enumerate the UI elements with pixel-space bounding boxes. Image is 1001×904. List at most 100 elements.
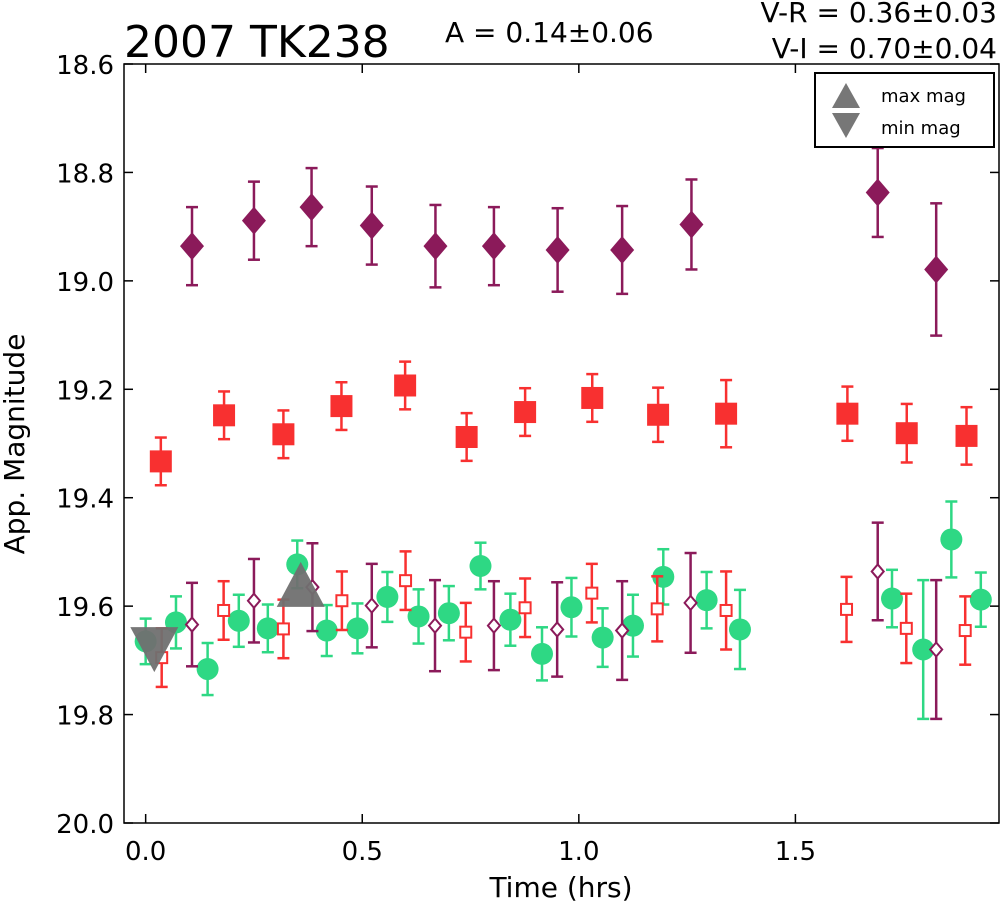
data-point	[241, 206, 266, 235]
data-point	[196, 658, 219, 681]
data-point	[560, 596, 583, 619]
data-point	[346, 617, 369, 640]
data-point	[715, 402, 738, 425]
data-point	[180, 232, 205, 261]
data-point	[881, 587, 904, 610]
data-point	[299, 193, 324, 222]
data-point	[272, 423, 295, 446]
x-tick-label: 1.0	[558, 837, 599, 867]
data-point	[545, 235, 570, 264]
data-point	[683, 594, 698, 612]
data-point	[549, 620, 565, 638]
data-point	[728, 618, 751, 641]
data-point	[958, 624, 972, 638]
data-point	[315, 619, 338, 642]
series-0-diamond-filled	[180, 146, 949, 337]
data-point	[330, 395, 353, 418]
series-1-square-filled	[149, 360, 978, 487]
data-point	[647, 403, 670, 426]
data-point	[531, 642, 554, 665]
y-tick-label: 19.2	[56, 376, 114, 406]
y-tick-label: 18.6	[56, 51, 114, 81]
data-point	[217, 603, 231, 617]
axis-ticks: 0.0 0.5 1.0 1.5 18.6 18.8 19.0 19.2 19.4 19.6 19.8…	[56, 51, 999, 867]
data-point	[184, 616, 200, 634]
data-point	[955, 424, 978, 447]
series-5-triangle-up	[276, 561, 325, 607]
data-point	[899, 621, 913, 635]
data-point	[865, 178, 890, 207]
x-axis-label: Time (hrs)	[488, 871, 632, 904]
data-point	[650, 602, 664, 616]
data-point	[514, 401, 537, 424]
data-point	[213, 404, 236, 427]
data-point	[840, 602, 854, 616]
data-point	[459, 625, 473, 639]
data-point	[969, 588, 992, 611]
data-point	[585, 586, 599, 600]
plot-frame	[123, 63, 1000, 824]
y-tick-label: 19.8	[56, 702, 114, 732]
color-index-vi: V-I = 0.70±0.04	[772, 32, 997, 65]
legend-label-min: min mag	[881, 118, 961, 139]
y-tick-label: 20.0	[56, 810, 114, 840]
amplitude-label: A = 0.14±0.06	[445, 16, 654, 49]
x-tick-label: 0.5	[342, 837, 383, 867]
data-point	[423, 232, 448, 261]
y-tick-label: 19.4	[56, 485, 114, 515]
x-tick-label: 0.0	[125, 837, 166, 867]
data-point	[928, 640, 944, 659]
chart-title: 2007 TK238	[124, 17, 390, 68]
series-3-square-open	[155, 550, 972, 689]
series-2-circle-filled	[134, 500, 992, 721]
data-point	[614, 622, 630, 640]
data-point	[437, 602, 460, 625]
data-point	[427, 617, 443, 635]
data-point	[276, 622, 290, 636]
data-point	[836, 402, 859, 425]
data-point	[499, 608, 522, 631]
data-point	[695, 589, 718, 612]
x-tick-label: 1.5	[775, 837, 816, 867]
data-point	[359, 211, 384, 240]
data-point	[581, 386, 604, 409]
data-point	[227, 609, 250, 632]
data-point	[679, 210, 704, 239]
color-index-vr: V-R = 0.36±0.03	[761, 0, 997, 29]
legend: max mag min mag	[814, 72, 995, 148]
data-point	[486, 617, 502, 635]
data-point	[940, 528, 963, 551]
data-point	[376, 585, 399, 608]
data-point	[870, 562, 886, 580]
data-point	[610, 235, 635, 264]
data-point	[335, 594, 349, 608]
data-point	[407, 605, 430, 628]
data-point	[399, 574, 413, 588]
data-point	[149, 450, 172, 473]
data-point	[455, 425, 478, 448]
y-axis-label: App. Magnitude	[0, 334, 31, 555]
data-marks	[130, 146, 992, 721]
series-4-diamond-open	[184, 521, 944, 721]
legend-triangle-up-icon	[832, 83, 860, 108]
data-point	[246, 592, 262, 610]
series-6-triangle-down	[130, 627, 179, 673]
data-point	[591, 626, 614, 649]
data-point	[130, 627, 179, 673]
data-point	[364, 597, 380, 615]
legend-label-max: max mag	[881, 86, 966, 107]
data-point	[394, 374, 417, 397]
data-point	[256, 617, 279, 640]
y-tick-label: 18.8	[56, 159, 114, 189]
data-point	[276, 561, 325, 607]
data-point	[518, 601, 532, 615]
data-point	[719, 603, 733, 617]
data-point	[481, 232, 506, 261]
y-tick-label: 19.0	[56, 268, 114, 298]
legend-triangle-down-icon	[832, 113, 860, 138]
data-point	[469, 555, 492, 578]
y-tick-label: 19.6	[56, 593, 114, 623]
data-point	[895, 422, 918, 445]
data-point	[912, 638, 935, 661]
